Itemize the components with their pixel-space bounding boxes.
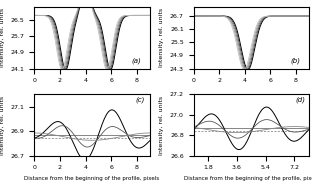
Y-axis label: Intensity, rel. units: Intensity, rel. units <box>159 8 164 68</box>
Y-axis label: Intensity, rel. units: Intensity, rel. units <box>159 95 164 155</box>
X-axis label: Distance from the beginning of the profile, pixels: Distance from the beginning of the profi… <box>24 176 159 181</box>
X-axis label: Distance from the beginning of the profile, pixels: Distance from the beginning of the profi… <box>184 176 312 181</box>
Y-axis label: Intensity, rel. units: Intensity, rel. units <box>0 95 5 155</box>
Text: (b): (b) <box>290 57 300 64</box>
Text: (c): (c) <box>136 97 145 103</box>
Y-axis label: Intensity, rel. units: Intensity, rel. units <box>0 8 5 68</box>
Text: (a): (a) <box>131 57 141 64</box>
Text: (d): (d) <box>295 97 305 103</box>
